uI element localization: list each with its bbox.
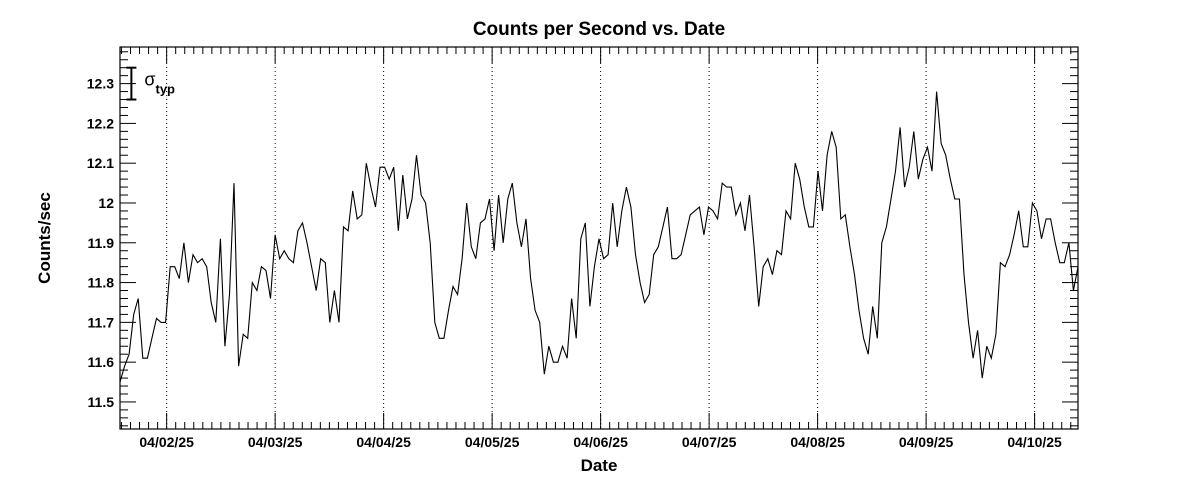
x-tick-label: 04/05/25 [465,434,520,450]
y-tick-label: 12.2 [87,115,114,131]
y-axis-tick-labels: 11.5 11.6 11.7 11.8 11.9 12 12.1 12.2 12.3 [87,76,114,410]
y-tick-label: 12.3 [87,76,114,92]
y-tick-label: 11.5 [88,394,115,410]
y-tick-label: 11.8 [88,275,115,291]
x-tick-label: 04/10/25 [1007,434,1062,450]
x-axis-label: Date [581,456,618,475]
sigma-label: σtyp [144,70,175,97]
x-tick-label: 04/03/25 [248,434,303,450]
y-tick-label: 11.9 [88,235,115,251]
y-tick-label: 12 [98,195,114,211]
x-axis-ticks [120,47,1072,429]
plot-frame [119,46,1079,430]
x-tick-label: 04/08/25 [790,434,845,450]
x-tick-label: 04/04/25 [356,434,411,450]
y-tick-label: 11.6 [88,354,115,370]
x-tick-label: 04/02/25 [139,434,194,450]
y-tick-label: 12.1 [87,155,114,171]
chart-title: Counts per Second vs. Date [473,19,725,40]
x-tick-label: 04/09/25 [899,434,954,450]
y-axis-ticks [120,51,1078,427]
x-tick-label: 04/07/25 [682,434,737,450]
series-line [119,91,1079,383]
y-axis-label: Counts/sec [35,192,54,284]
x-tick-label: 04/06/25 [573,434,628,450]
y-tick-label: 11.7 [88,314,115,330]
x-axis-tick-labels: 04/02/25 04/03/25 04/04/25 04/05/25 04/06/25… [139,434,1062,450]
sigma-typ-annotation: σtyp [126,66,175,101]
